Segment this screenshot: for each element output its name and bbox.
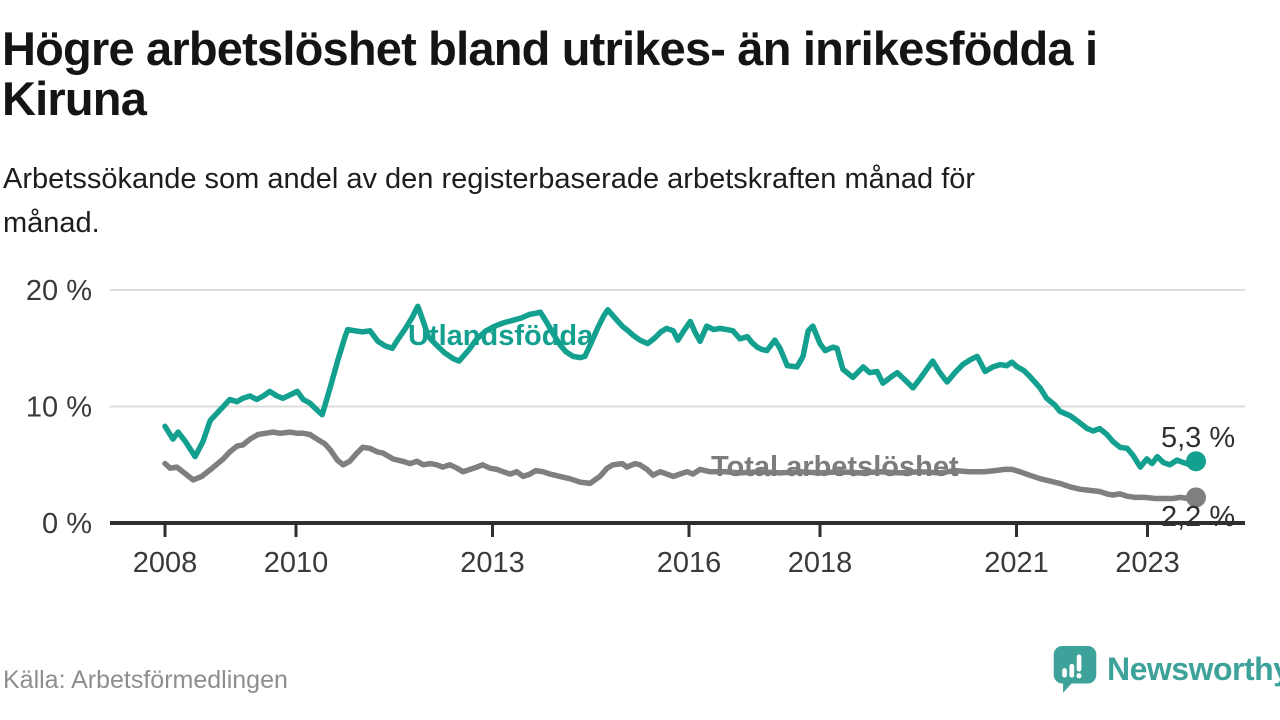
speech-bubble-shape [1053, 646, 1097, 693]
brand-name: Newsworthy [1107, 650, 1280, 687]
chart-subtitle-line2: månad. [3, 206, 100, 239]
newsworthy-logo: Newsworthy [1052, 644, 1280, 694]
source-note: Källa: Arbetsförmedlingen [3, 666, 288, 694]
series-line-total [162, 429, 1199, 502]
y-tick-label: 0 % [42, 508, 92, 540]
series-label-total-arbetsloshet: Total arbetslöshet [711, 451, 959, 483]
chart-title-line2: Kiruna [2, 71, 147, 125]
newsworthy-bubble-chart-icon [1052, 644, 1098, 694]
x-tick-label: 2021 [984, 547, 1049, 579]
series-end-dot-utlandsfodda [1186, 451, 1206, 472]
end-value-label-total: 2,2 % [1161, 501, 1236, 533]
series-label-utlandsfodda: Utlandsfödda [408, 320, 594, 352]
bar-small [1062, 668, 1067, 678]
series-line-utlandsfodda [162, 303, 1199, 470]
bar-medium [1069, 663, 1075, 678]
x-tick-label: 2008 [133, 547, 198, 579]
x-tick-label: 2016 [657, 547, 722, 579]
chart-title-line1: Högre arbetslöshet bland utrikes- än inr… [2, 22, 1098, 75]
y-tick-label: 20 % [26, 275, 92, 307]
x-tick-label: 2013 [460, 547, 525, 579]
exclamation-bar [1076, 654, 1082, 672]
chart-subtitle-line1: Arbetssökande som andel av den registerb… [3, 163, 976, 195]
x-tick-label: 2018 [788, 547, 853, 579]
exclamation-dot [1076, 673, 1082, 679]
y-tick-label: 10 % [26, 392, 92, 424]
series-end-dot-total [1186, 487, 1206, 508]
end-value-label-utlandsfodda: 5,3 % [1161, 422, 1236, 454]
x-tick-label: 2010 [264, 547, 329, 579]
chart-title: Högre arbetslöshet bland utrikes- än inr… [2, 24, 1252, 124]
x-tick-label: 2023 [1115, 547, 1180, 579]
chart-subtitle: Arbetssökande som andel av den registerb… [3, 158, 1223, 245]
